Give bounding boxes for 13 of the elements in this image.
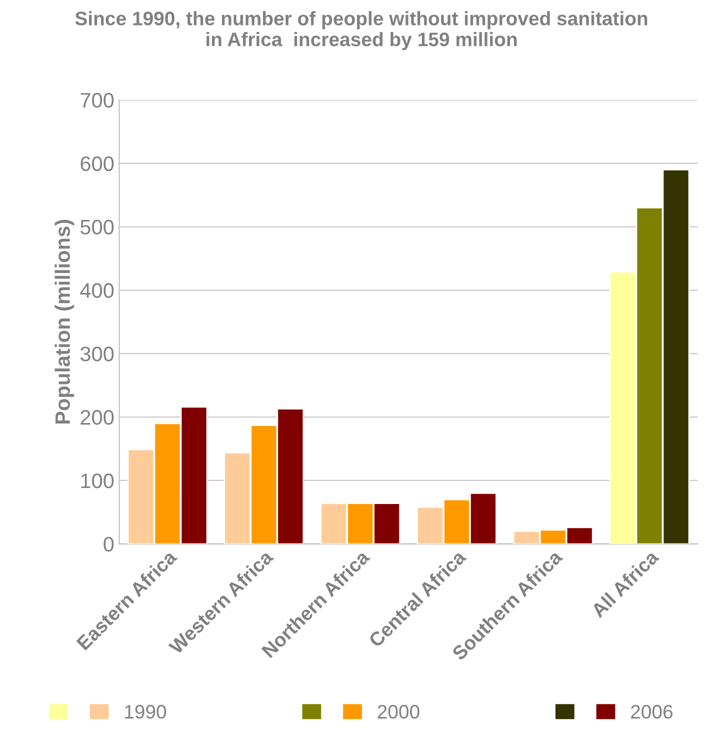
y-tick-label: 100 [81,473,114,488]
y-tick-label: 700 [80,92,114,108]
y-tick-label: 400 [80,283,114,298]
y-tick-label: 0 [104,536,114,552]
legend-label: 2000 [378,704,420,719]
legend-label: 1990 [125,704,166,719]
y-tick-label: 600 [80,156,114,172]
y-tick-label: 500 [80,220,114,235]
legend-label: 2006 [631,704,672,719]
y-tick-label: 200 [80,410,114,425]
y-tick-label: 300 [80,346,114,362]
y-axis-title: Population (millions) [54,220,74,424]
chart-title: Since 1990, the number of people without improved sanitation in Africa increased by 159 million [75,11,648,50]
